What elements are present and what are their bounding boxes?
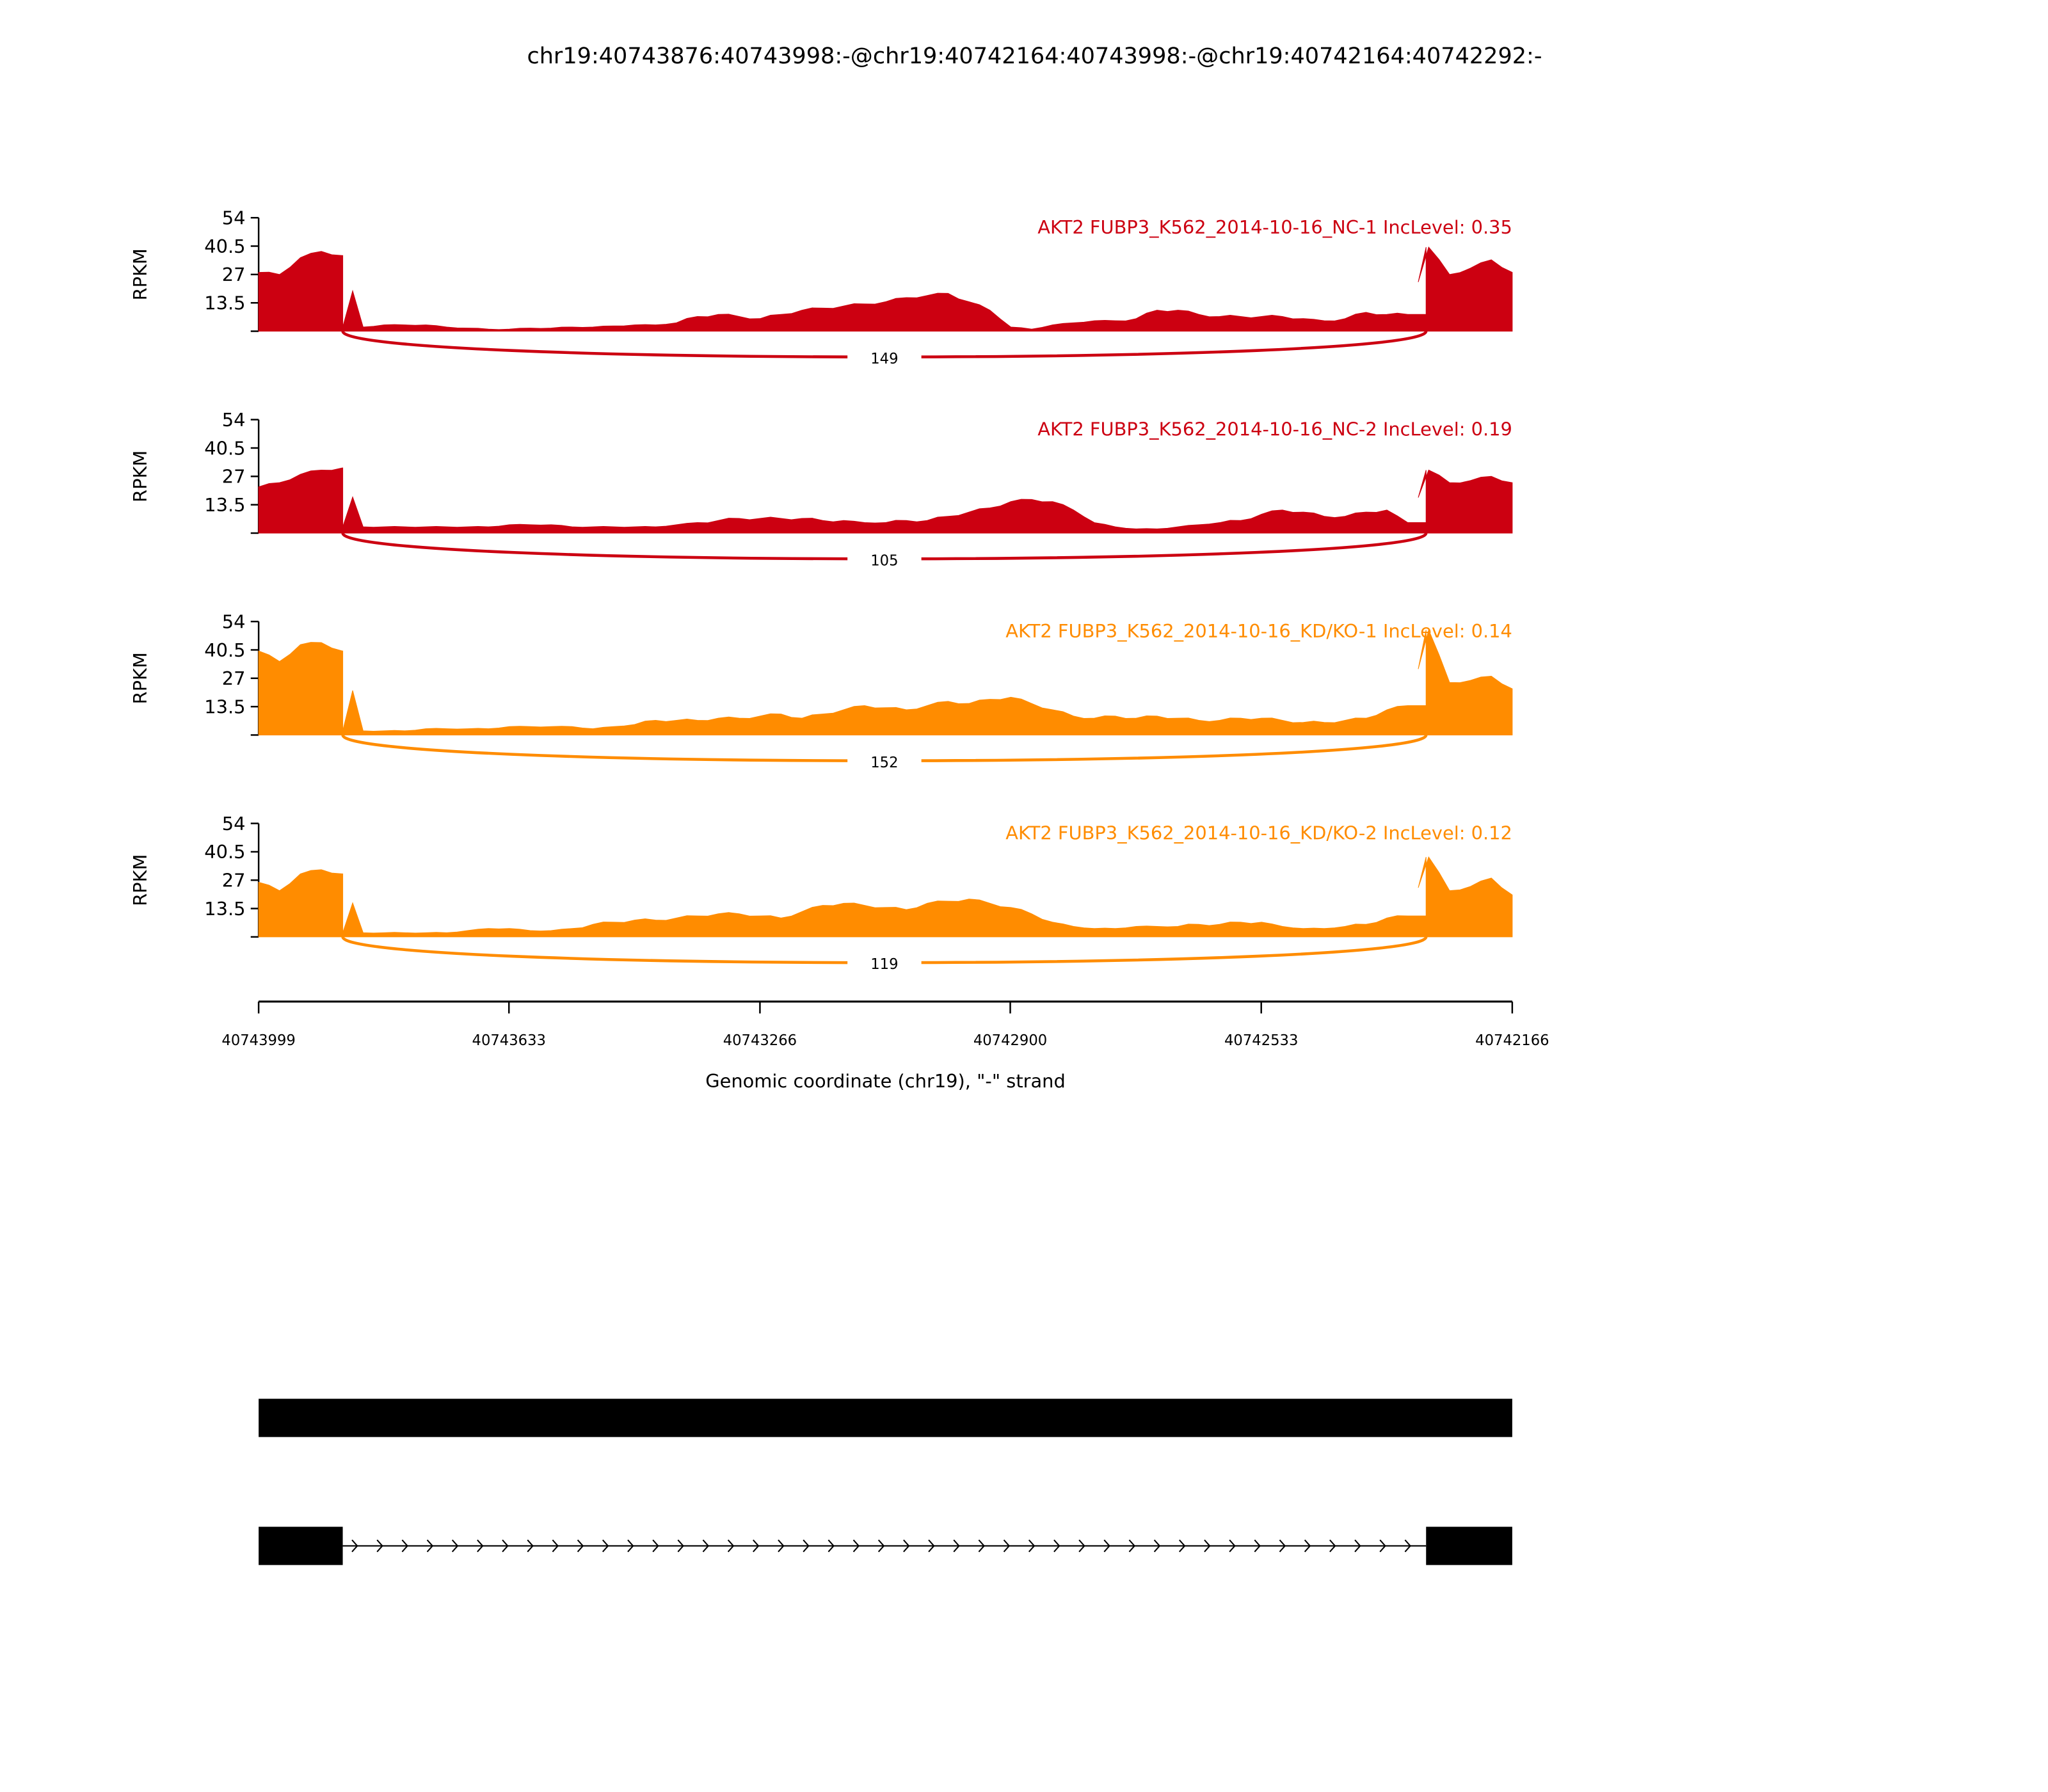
y-tick-label: 13.5 (204, 898, 245, 920)
strand-arrow-icon (1078, 1539, 1085, 1553)
strand-arrow-icon (602, 1539, 609, 1553)
gene-model-1 (259, 1398, 1512, 1437)
x-tick-label: 40742166 (1475, 1032, 1549, 1049)
strand-arrow-icon (652, 1539, 659, 1553)
x-axis: 40743999 40743633 40743266 40742900 40742533… (221, 1000, 1549, 1049)
y-axis-label: RPKM (129, 451, 151, 502)
x-tick-label: 40742900 (973, 1032, 1047, 1049)
strand-arrow-icon (1153, 1539, 1161, 1553)
coverage-area (258, 246, 1513, 332)
strand-arrow-icon (852, 1539, 860, 1553)
strand-arrow-icon (527, 1539, 534, 1553)
strand-arrow-icon (577, 1539, 584, 1553)
strand-arrow-icon (1354, 1539, 1361, 1553)
junction-label-bg (847, 346, 922, 368)
x-tick-label: 40742533 (1224, 1032, 1298, 1049)
coverage-panel-1: 13.5 27 40.5 54 RPKM AKT2 FUBP3_K562_2014-10-… (129, 207, 1513, 368)
y-axis-label: RPKM (129, 854, 151, 906)
strand-arrow-icon (1128, 1539, 1136, 1553)
strand-arrow-icon (828, 1539, 835, 1553)
y-tick-label: 40.5 (204, 841, 245, 863)
strand-arrow-icon (677, 1539, 684, 1553)
strand-arrow-icon (627, 1539, 634, 1553)
junction-count: 152 (870, 755, 898, 771)
strand-arrow-icon (1179, 1539, 1186, 1553)
y-tick-label: 54 (222, 207, 246, 229)
strand-arrow-icon (1103, 1539, 1110, 1553)
coverage-area (258, 467, 1513, 534)
strand-arrow-icon (1279, 1539, 1286, 1553)
y-tick-label: 54 (222, 409, 246, 431)
strand-arrow-icon (1304, 1539, 1311, 1553)
strand-arrow-icon (477, 1539, 484, 1553)
strand-arrow-icon (953, 1539, 960, 1553)
coverage-area (258, 856, 1513, 938)
strand-arrow-icon (1003, 1539, 1011, 1553)
strand-arrow-icon (877, 1539, 885, 1553)
y-tick-label: 27 (222, 264, 246, 285)
junction-label-bg (847, 952, 922, 973)
strand-arrow-icon (903, 1539, 910, 1553)
exon-block (1426, 1526, 1512, 1565)
coverage-area (258, 628, 1513, 735)
strand-arrow-icon (1053, 1539, 1060, 1553)
chart-title: chr19:40743876:40743998:-@chr19:40742164… (527, 43, 1542, 69)
y-axis-label: RPKM (129, 652, 151, 704)
strand-arrow-icon (753, 1539, 760, 1553)
exon-block (259, 1398, 1512, 1437)
junction-label-bg (847, 548, 922, 570)
panel-title: AKT2 FUBP3_K562_2014-10-16_KD/KO-2 IncLe… (1005, 822, 1512, 844)
gene-model-2 (259, 1526, 1512, 1565)
y-tick-label: 13.5 (204, 696, 245, 717)
strand-arrow-icon (1404, 1539, 1411, 1553)
y-axis-label: RPKM (129, 248, 151, 300)
junction-count: 149 (870, 351, 898, 367)
panel-title: AKT2 FUBP3_K562_2014-10-16_KD/KO-1 IncLe… (1005, 620, 1512, 642)
strand-arrow-icon (426, 1539, 434, 1553)
x-tick-label: 40743633 (472, 1032, 546, 1049)
strand-arrow-icon (552, 1539, 559, 1553)
y-tick-label: 27 (222, 870, 246, 892)
strand-arrow-icon (1028, 1539, 1036, 1553)
coverage-panel-3: 13.5 27 40.5 54 RPKM AKT2 FUBP3_K562_2014-10-… (129, 611, 1513, 771)
strand-arrow-icon (401, 1539, 408, 1553)
strand-arrow-icon (1329, 1539, 1336, 1553)
strand-arrow-icon (727, 1539, 735, 1553)
y-tick-label: 40.5 (204, 236, 245, 257)
y-tick-label: 54 (222, 611, 246, 632)
strand-arrow-icon (978, 1539, 986, 1553)
junction-count: 119 (870, 956, 898, 973)
coverage-panel-4: 13.5 27 40.5 54 RPKM AKT2 FUBP3_K562_2014-10-… (129, 813, 1513, 973)
strand-arrow-icon (451, 1539, 459, 1553)
y-tick-label: 40.5 (204, 437, 245, 459)
x-axis-label: Genomic coordinate (chr19), "-" strand (705, 1070, 1066, 1092)
x-tick-label: 40743999 (221, 1032, 295, 1049)
strand-arrow-icon (1254, 1539, 1261, 1553)
strand-arrow-icon (1204, 1539, 1211, 1553)
y-tick-label: 27 (222, 668, 246, 689)
strand-arrow-icon (1379, 1539, 1386, 1553)
junction-count: 105 (870, 552, 898, 569)
strand-arrow-icon (702, 1539, 710, 1553)
strand-arrow-icon (803, 1539, 810, 1553)
strand-arrow-icon (351, 1539, 358, 1553)
panel-title: AKT2 FUBP3_K562_2014-10-16_NC-1 IncLevel… (1037, 216, 1512, 238)
strand-arrow-icon (502, 1539, 509, 1553)
y-tick-label: 54 (222, 813, 246, 835)
gene-models (259, 1398, 1512, 1565)
strand-arrow-icon (778, 1539, 785, 1553)
panel-title: AKT2 FUBP3_K562_2014-10-16_NC-2 IncLevel… (1037, 418, 1512, 440)
y-tick-label: 40.5 (204, 639, 245, 661)
exon-block (259, 1526, 343, 1565)
strand-arrow-icon (928, 1539, 935, 1553)
y-tick-label: 27 (222, 466, 246, 488)
y-tick-label: 13.5 (204, 292, 245, 314)
coverage-panel-2: 13.5 27 40.5 54 RPKM AKT2 FUBP3_K562_2014-10-… (129, 409, 1513, 570)
strand-arrow-icon (376, 1539, 383, 1553)
strand-arrow-icon (1229, 1539, 1236, 1553)
x-tick-label: 40743266 (723, 1032, 797, 1049)
junction-label-bg (847, 749, 922, 771)
y-tick-label: 13.5 (204, 494, 245, 516)
